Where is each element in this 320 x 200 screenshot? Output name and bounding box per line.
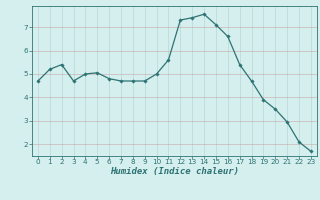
- X-axis label: Humidex (Indice chaleur): Humidex (Indice chaleur): [110, 167, 239, 176]
